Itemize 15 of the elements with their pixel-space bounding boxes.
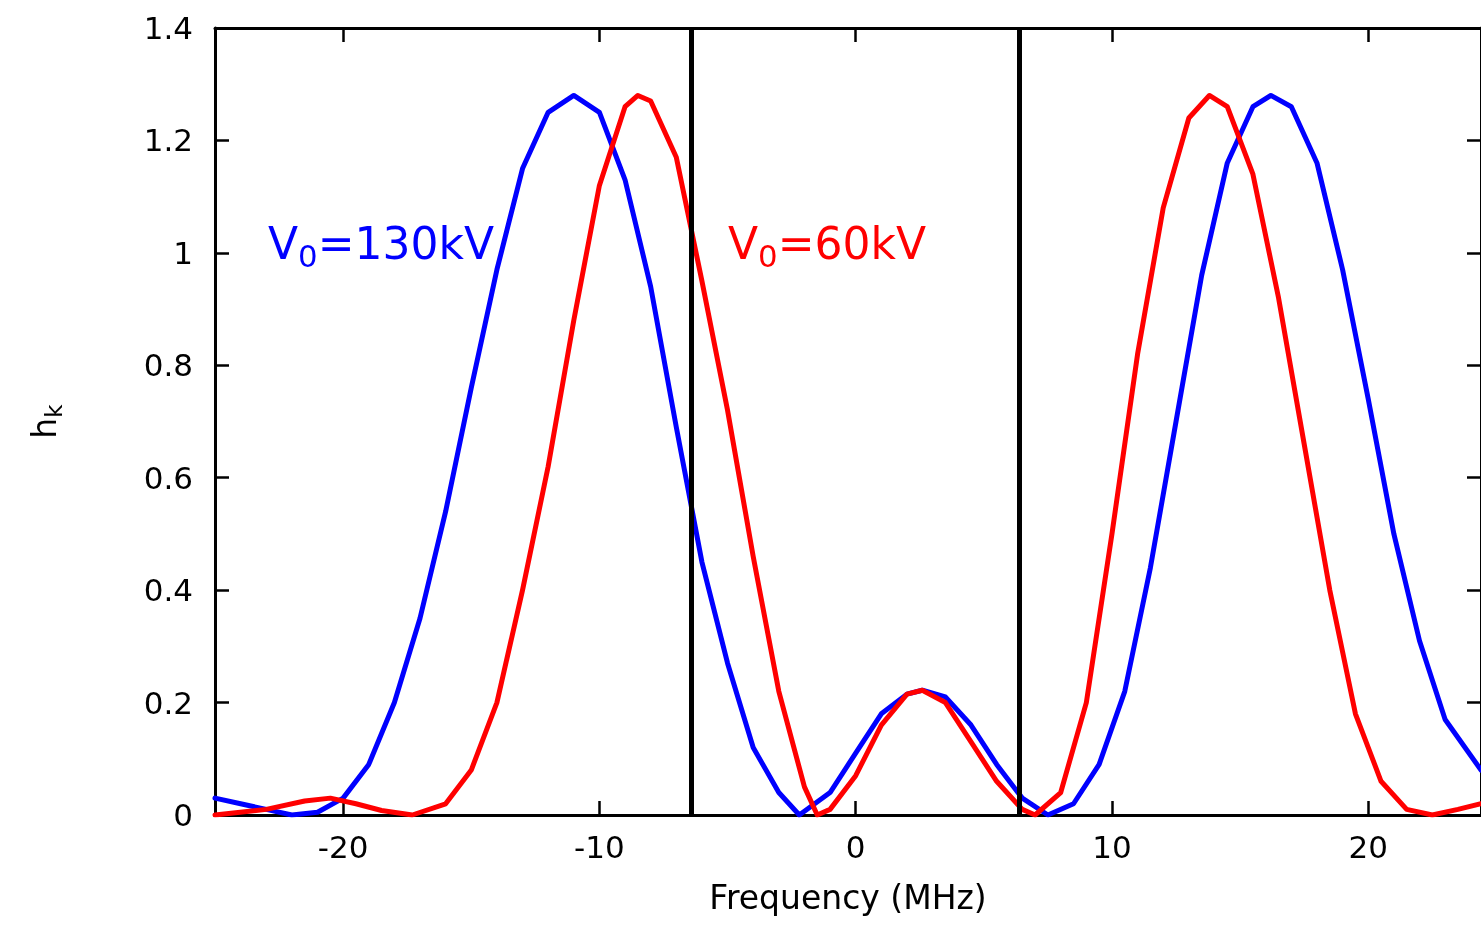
y-tick-label: 1.4 bbox=[143, 10, 193, 46]
y-tick-label: 1 bbox=[173, 234, 193, 271]
y-tick-label: 0.2 bbox=[143, 684, 193, 721]
y-tick-label: 0.8 bbox=[143, 347, 193, 384]
y-tick-label: 0.6 bbox=[143, 459, 193, 496]
x-tick-label: 0 bbox=[845, 828, 866, 865]
x-axis-title: Frequency (MHz) bbox=[709, 878, 987, 917]
x-tick-label: -20 bbox=[317, 828, 369, 865]
y-tick-label: 0.4 bbox=[143, 572, 193, 609]
x-tick-label: -10 bbox=[574, 828, 625, 865]
y-axis-title: hk bbox=[24, 403, 67, 439]
y-tick-label: 0 bbox=[173, 797, 193, 833]
y-tick-label: 1.2 bbox=[143, 122, 193, 159]
x-tick-label: 20 bbox=[1348, 828, 1388, 865]
x-tick-label: 10 bbox=[1092, 828, 1132, 865]
